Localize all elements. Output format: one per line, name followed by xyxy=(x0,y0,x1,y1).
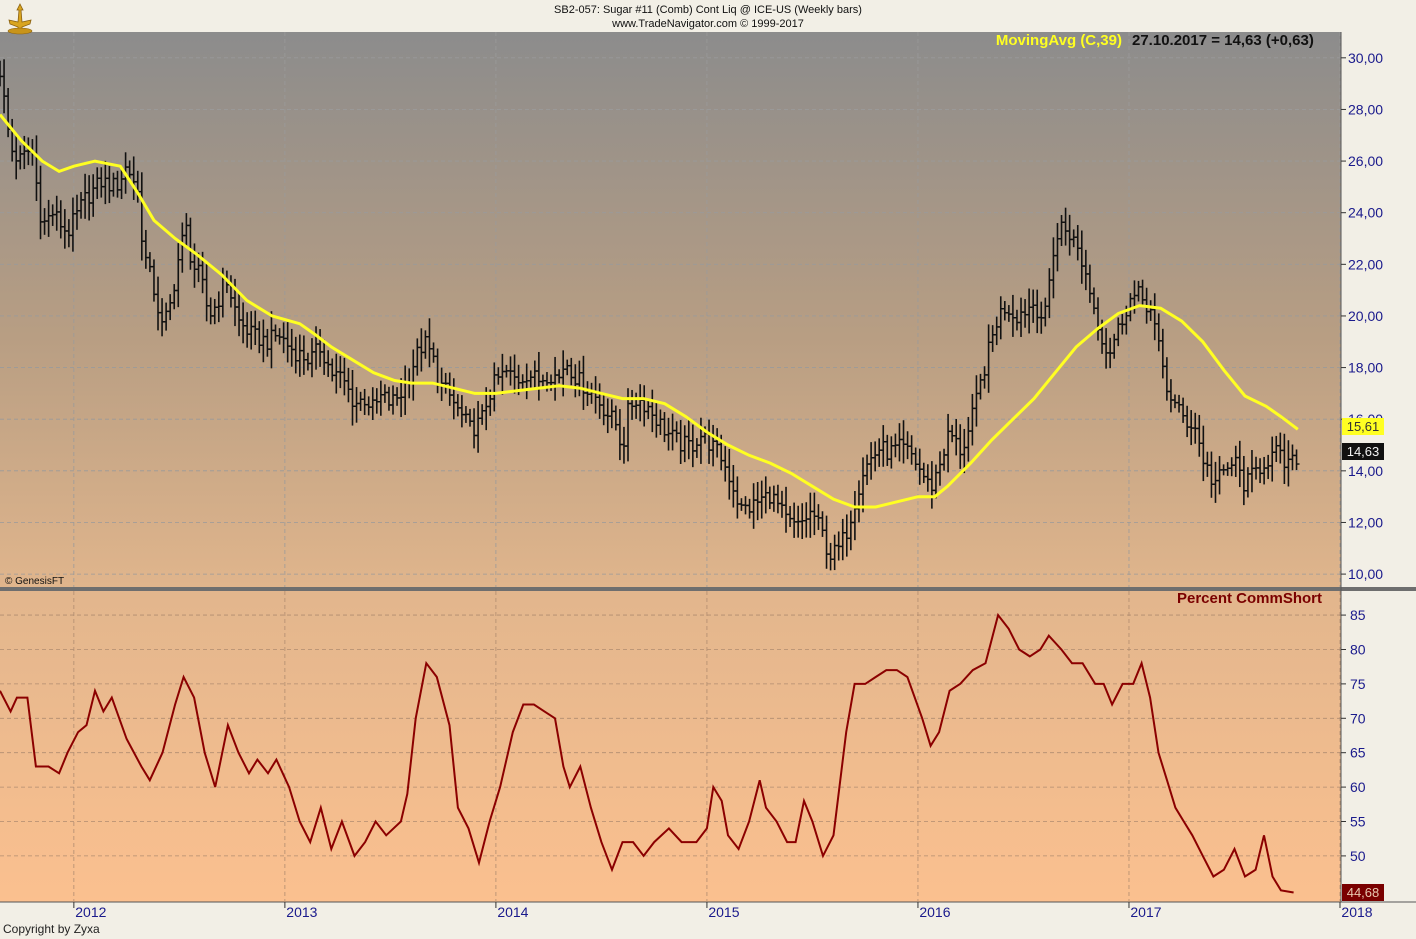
price-tick-label: 20,00 xyxy=(1348,308,1383,324)
price-tick-label: 28,00 xyxy=(1348,101,1383,117)
time-x-axis: 2012 2013 2014 2015 2016 2017 2018 xyxy=(73,902,1373,920)
chart-title: SB2-057: Sugar #11 (Comb) Cont Liq @ ICE… xyxy=(554,4,862,16)
commshort-y-axis: 50 55 60 65 70 75 80 85 xyxy=(1341,607,1366,864)
tradenavigator-logo xyxy=(7,3,33,35)
grid-layer xyxy=(0,32,1341,902)
price-panel-background xyxy=(0,32,1341,587)
moving-average-label: MovingAvg (C,39) xyxy=(996,32,1122,49)
commshort-title: Percent CommShort xyxy=(1177,590,1322,607)
commshort-tick-label: 80 xyxy=(1350,641,1366,657)
price-tick-label: 18,00 xyxy=(1348,360,1383,376)
price-tick-label: 26,00 xyxy=(1348,153,1383,169)
ma-value-badge-text: 15,61 xyxy=(1347,419,1380,434)
price-tick-label: 10,00 xyxy=(1348,566,1383,582)
price-tick-label: 14,00 xyxy=(1348,463,1383,479)
commshort-tick-label: 70 xyxy=(1350,710,1366,726)
source-note: © GenesisFT xyxy=(5,576,64,587)
price-tick-label: 12,00 xyxy=(1348,514,1383,530)
price-value-badge: 14,63 xyxy=(1342,443,1384,460)
commshort-panel-background xyxy=(0,591,1341,902)
moving-average-line xyxy=(0,113,1299,509)
panel-separator xyxy=(0,587,1416,591)
commshort-tick-label: 65 xyxy=(1350,745,1366,761)
price-tick-label: 30,00 xyxy=(1348,50,1383,66)
commshort-tick-label: 55 xyxy=(1350,813,1366,829)
commshort-tick-label: 50 xyxy=(1350,848,1366,864)
price-value-badge-text: 14,63 xyxy=(1347,444,1380,459)
time-tick-label: 2017 xyxy=(1130,904,1161,920)
price-bars xyxy=(0,59,1300,571)
time-tick-label: 2018 xyxy=(1341,904,1372,920)
ma-value-badge: 15,61 xyxy=(1342,418,1384,435)
chart-subtitle: www.TradeNavigator.com © 1999-2017 xyxy=(611,18,804,30)
commshort-line xyxy=(0,612,1294,894)
price-tick-label: 24,00 xyxy=(1348,205,1383,221)
commshort-value-badge: 44,68 xyxy=(1342,884,1384,901)
commshort-value-badge-text: 44,68 xyxy=(1347,885,1380,900)
time-tick-label: 2014 xyxy=(497,904,528,920)
ohlc-bar xyxy=(1293,449,1300,471)
time-tick-label: 2015 xyxy=(708,904,739,920)
time-tick-label: 2012 xyxy=(75,904,106,920)
commshort-tick-label: 60 xyxy=(1350,779,1366,795)
commshort-tick-label: 75 xyxy=(1350,676,1366,692)
moving-average-value: 27.10.2017 = 14,63 (+0,63) xyxy=(1132,32,1314,49)
time-tick-label: 2016 xyxy=(919,904,950,920)
commshort-tick-label: 85 xyxy=(1350,607,1366,623)
copyright-note: Copyright by Zyxa xyxy=(3,922,100,936)
time-tick-label: 2013 xyxy=(286,904,317,920)
price-tick-label: 22,00 xyxy=(1348,256,1383,272)
